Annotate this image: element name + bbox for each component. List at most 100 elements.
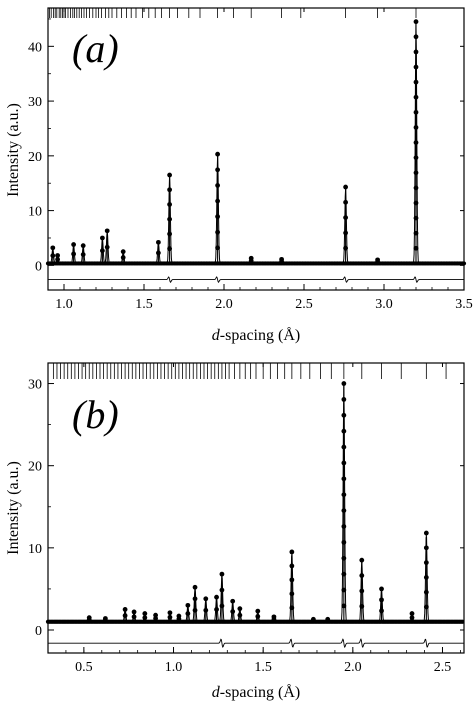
observed-point (409, 615, 415, 621)
observed-point (413, 200, 419, 206)
observed-point (214, 607, 219, 612)
observed-point (120, 255, 126, 260)
observed-point (310, 616, 316, 622)
x-axis-title-rest-a: -spacing (Å) (220, 326, 300, 344)
observed-point (343, 184, 348, 190)
observed-point (413, 34, 419, 40)
observed-point (423, 575, 429, 580)
observed-point (271, 614, 277, 620)
observed-point (341, 571, 347, 577)
observed-point (341, 476, 347, 482)
observed-point (71, 251, 76, 257)
observed-point (185, 602, 191, 608)
observed-point (230, 609, 236, 614)
observed-point (80, 252, 86, 257)
observed-point (167, 610, 173, 616)
y-axis-title-b: Intensity (a.u.) (5, 461, 22, 555)
observed-point (237, 612, 243, 618)
x-axis-b: 0.5 1.0 1.5 2.0 2.5 (47, 363, 461, 675)
y-tick-label: 20 (28, 150, 42, 165)
observed-point (341, 539, 347, 545)
x-axis-title-rest-b: -spacing (Å) (220, 683, 300, 701)
observed-point (203, 607, 209, 613)
observed-point (375, 257, 380, 263)
observed-point (167, 216, 173, 222)
observed-point (359, 588, 365, 594)
observed-point (104, 228, 110, 234)
observed-point (423, 560, 429, 566)
observed-point (142, 611, 148, 616)
observed-point (167, 614, 173, 620)
x-tick-label: 1.0 (55, 297, 73, 312)
observed-point (423, 530, 429, 536)
panel-b: 0.5 1.0 1.5 2.0 2.5 0 10 20 30 (b) Intensity (a… (5, 362, 465, 701)
observed-point (341, 524, 347, 529)
observed-point (289, 577, 295, 583)
observed-point (122, 613, 128, 619)
observed-point (55, 257, 60, 262)
observed-point (167, 187, 173, 193)
observed-point (215, 245, 221, 251)
y-tick-label: 0 (35, 259, 42, 274)
observed-point (413, 215, 419, 221)
observed-point (413, 109, 419, 115)
observed-point (167, 172, 173, 178)
observed-point (215, 151, 221, 157)
x-tick-label: 3.5 (455, 297, 473, 312)
observed-point (71, 242, 76, 247)
observed-point (341, 460, 347, 466)
y-tick-label: 10 (28, 542, 42, 557)
observed-point (359, 603, 365, 609)
observed-point (100, 248, 105, 254)
x-tick-label: 1.0 (165, 660, 183, 675)
observed-point (341, 603, 347, 609)
y-tick-label: 30 (28, 95, 42, 110)
y-axis-title-a: Intensity (a.u.) (5, 103, 22, 197)
observed-point (413, 94, 419, 100)
x-tick-label: 0.5 (75, 660, 93, 675)
observed-point (413, 64, 419, 70)
difference-curve (48, 638, 464, 649)
observed-point (100, 235, 105, 241)
observed-point (343, 245, 348, 251)
observed-point (153, 612, 158, 618)
observed-point (86, 615, 92, 621)
chart-data-layer-b (45, 381, 465, 649)
observed-point (289, 605, 295, 611)
observed-point (203, 596, 209, 602)
panel-a: 1.0 1.5 2.0 2.5 3.0 3.5 0 10 20 30 40 (a) Intensi… (5, 7, 473, 344)
observed-point (167, 202, 173, 207)
x-tick-label: 2.0 (215, 297, 233, 312)
x-axis-title-italic-b: d (212, 684, 221, 701)
observed-point (341, 412, 347, 418)
x-axis-title-italic-a: d (212, 327, 221, 344)
y-tick-label: 10 (28, 205, 42, 220)
observed-point (230, 598, 236, 604)
y-axis-b: 0 10 20 30 (28, 378, 464, 639)
x-tick-label: 2.5 (434, 660, 452, 675)
x-tick-label: 1.5 (135, 297, 153, 312)
observed-point (413, 155, 419, 161)
observed-point (413, 79, 419, 85)
observed-point (409, 611, 415, 616)
observed-point (215, 167, 221, 173)
observed-point (50, 245, 56, 251)
observed-point (341, 428, 347, 434)
observed-point (413, 185, 419, 191)
observed-point (120, 249, 126, 255)
observed-point (413, 230, 419, 236)
observed-point (192, 584, 198, 590)
observed-point (156, 239, 161, 245)
observed-point (341, 492, 347, 498)
observed-point (460, 619, 465, 624)
reflection-ticks-a (49, 8, 417, 18)
observed-point (379, 597, 384, 603)
observed-point (359, 573, 365, 578)
x-axis-title-a: d-spacing (Å) (212, 326, 300, 344)
observed-point (343, 215, 348, 221)
observed-point (80, 243, 86, 249)
observed-point (192, 596, 198, 602)
observed-point (341, 444, 347, 450)
reflection-ticks-b (52, 363, 447, 379)
